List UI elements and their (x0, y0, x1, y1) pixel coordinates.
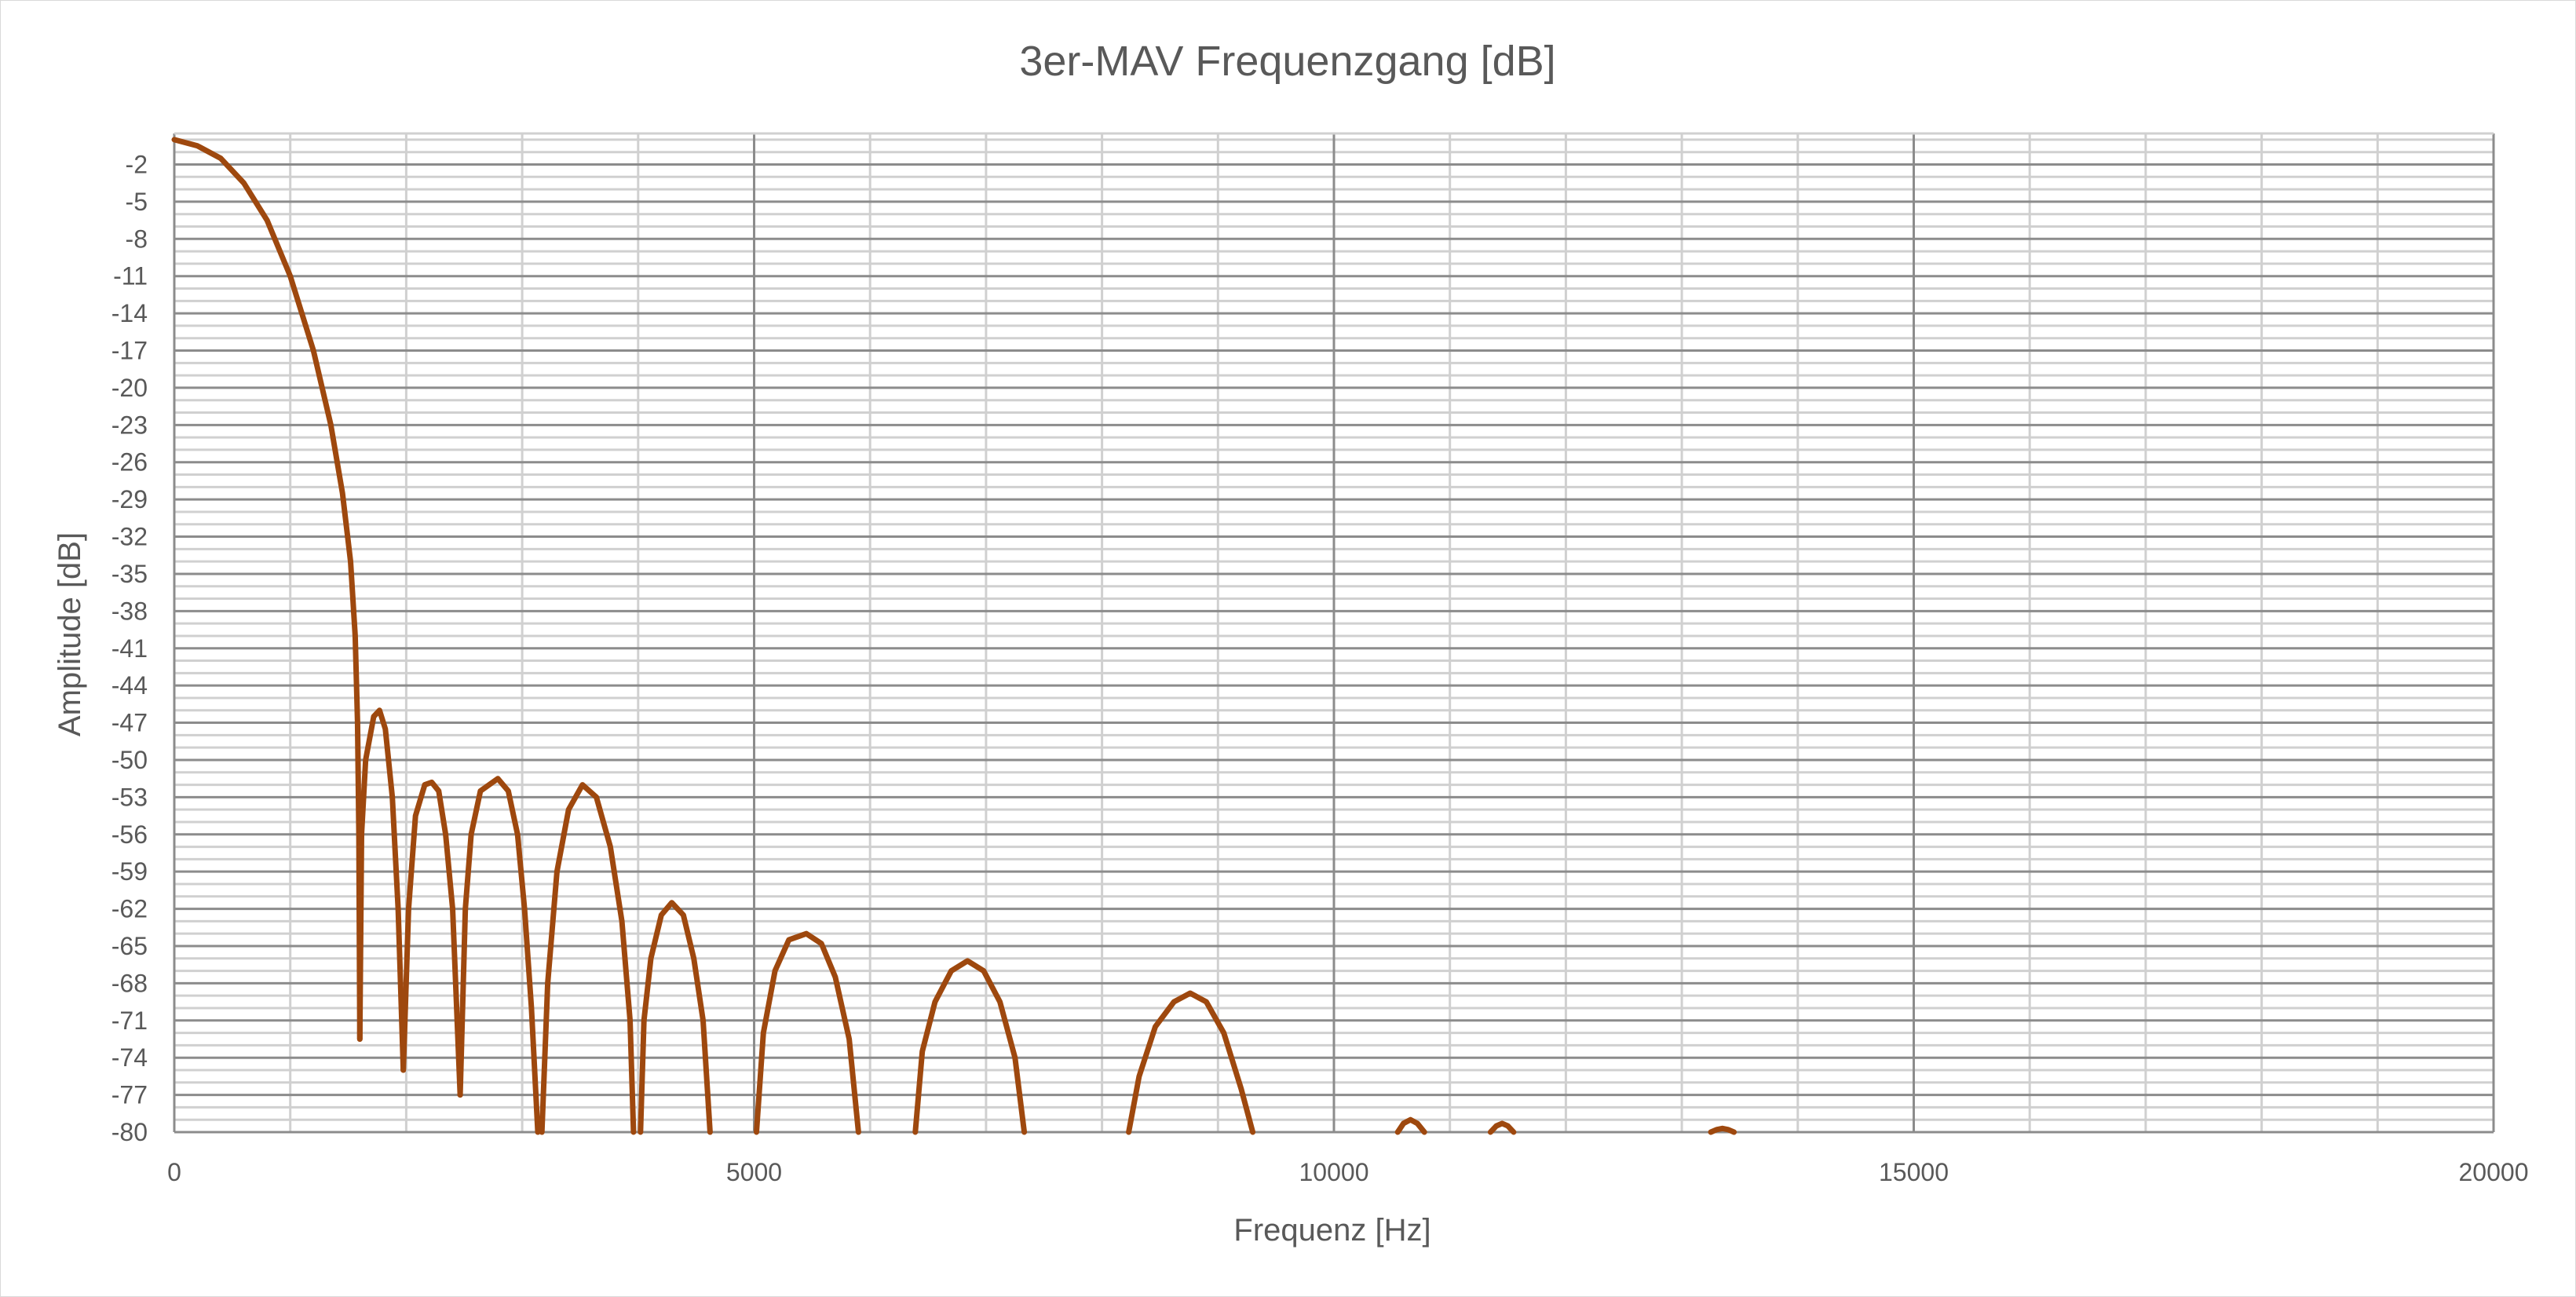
y-tick-label: -17 (111, 337, 148, 365)
y-tick-label: -26 (111, 448, 148, 477)
x-tick-label: 0 (167, 1158, 181, 1186)
series-group (171, 137, 1737, 1135)
y-tick-label: -56 (111, 820, 148, 849)
y-tick-label: -71 (111, 1007, 148, 1035)
series-line-segment-9 (1126, 990, 1256, 1135)
y-tick-label: -62 (111, 895, 148, 923)
series-line-segment-4 (457, 776, 541, 1135)
series-line-segment-3 (400, 779, 463, 1098)
series-line-segment-5 (539, 782, 637, 1135)
y-tick-label: -23 (111, 411, 148, 439)
series-line-segment-11 (1487, 1120, 1517, 1135)
y-tick-label: -65 (111, 932, 148, 960)
y-tick-label: -5 (126, 188, 148, 216)
y-tick-label: -80 (111, 1118, 148, 1146)
x-tick-labels: 0 5000 10000 15000 20000 (167, 1158, 2528, 1186)
y-tick-label: -32 (111, 523, 148, 551)
y-tick-label: -68 (111, 969, 148, 997)
series-line-segment-1 (171, 137, 363, 1042)
major-gridlines (173, 132, 2495, 1134)
x-tick-label: 5000 (726, 1158, 782, 1186)
y-tick-label: -53 (111, 783, 148, 811)
y-tick-label: -14 (111, 299, 148, 327)
series-line-segment-10 (1394, 1116, 1427, 1135)
series-line-segment-12 (1708, 1125, 1737, 1135)
x-axis-title: Frequenz [Hz] (1233, 1213, 1431, 1248)
series-line-segment-7 (754, 930, 861, 1135)
y-tick-label: -44 (111, 671, 148, 700)
y-tick-label: -35 (111, 560, 148, 588)
y-tick-label: -59 (111, 857, 148, 886)
y-tick-label: -38 (111, 597, 148, 625)
y-tick-label: -11 (113, 262, 148, 290)
y-tick-label: -50 (111, 746, 148, 774)
series-line-segment-8 (912, 958, 1028, 1135)
chart-title: 3er-MAV Frequenzgang [dB] (1019, 38, 1555, 85)
y-tick-label: -29 (111, 485, 148, 513)
x-tick-label: 20000 (2459, 1158, 2529, 1186)
y-tick-label: -8 (126, 225, 148, 253)
y-tick-label: -77 (111, 1081, 148, 1109)
y-tick-label: -47 (111, 709, 148, 737)
series-line-segment-6 (638, 900, 713, 1135)
y-tick-labels: -2 -5 -8 -11 -14 -17 -20 -23 -26 -29 -32 -35 -38 -41 -… (111, 151, 148, 1146)
x-tick-label: 15000 (1879, 1158, 1949, 1186)
y-tick-label: -2 (126, 151, 148, 179)
y-tick-label: -74 (111, 1043, 148, 1072)
x-tick-label: 10000 (1299, 1158, 1369, 1186)
series-line-segment-2 (356, 707, 407, 1073)
y-tick-label: -41 (111, 634, 148, 663)
y-tick-label: -20 (111, 374, 148, 402)
y-axis-title: Amplitude [dB] (53, 532, 87, 736)
